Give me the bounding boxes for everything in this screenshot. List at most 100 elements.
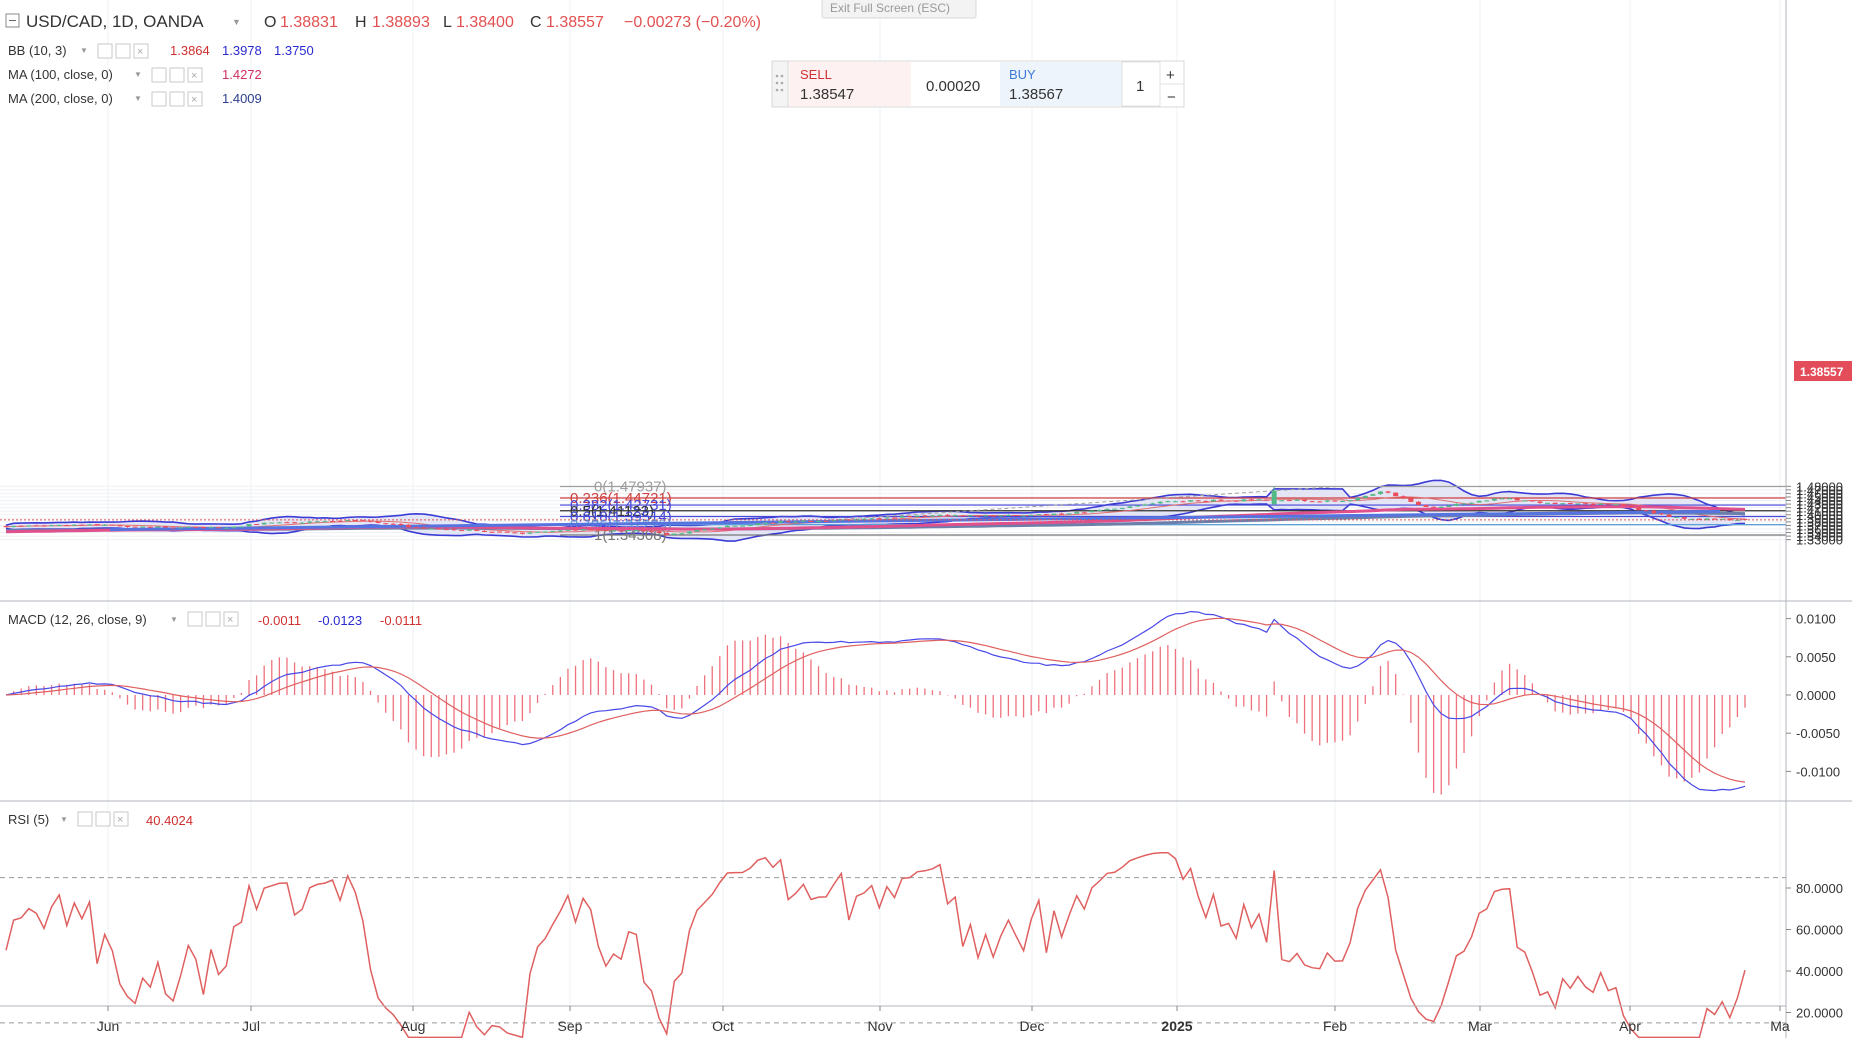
candle-body (1469, 502, 1475, 504)
price-axis[interactable]: 1.480001.470001.460001.450001.440001.430… (1786, 479, 1843, 548)
fibonacci-trend-line[interactable] (759, 486, 1339, 526)
candle-body (489, 531, 495, 533)
buy-button[interactable]: BUY 1.38567 (1000, 62, 1122, 106)
candle-body (428, 528, 434, 530)
candle (155, 525, 161, 528)
candle (1370, 493, 1376, 496)
candle (1385, 490, 1391, 494)
sell-button[interactable]: SELL 1.38547 (789, 62, 911, 106)
price-tick-label: 1.40000 (1796, 508, 1843, 523)
trend-line[interactable] (109, 509, 1721, 532)
candle-body (1370, 494, 1376, 496)
candle-body (269, 522, 275, 524)
indicator-remove-icon[interactable] (187, 91, 203, 107)
time-axis[interactable]: Jun Jul Aug Sep Oct Nov Dec 2025 Feb Mar Apr Ma (97, 1006, 1790, 1034)
candle-body (147, 526, 153, 528)
rsi-pane[interactable] (0, 851, 1786, 1038)
macd-visibility-icon[interactable] (187, 611, 203, 627)
price-pane[interactable]: 0(1.47937)0.236(1.44721)0.382(1.42731)0.… (0, 479, 1786, 545)
candle (1408, 497, 1414, 503)
candle-body (519, 532, 525, 534)
macd-settings-icon[interactable] (205, 611, 221, 627)
rsi-menu-icon[interactable]: ▼ (60, 815, 68, 824)
candle (26, 525, 32, 527)
candle-body (1681, 517, 1687, 519)
candlesticks (3, 486, 1748, 536)
candle-body (1620, 504, 1626, 506)
candle (330, 520, 336, 522)
candle-body (937, 514, 943, 516)
indicator-settings-icon[interactable] (169, 91, 185, 107)
candle (1317, 500, 1323, 503)
macd-remove-icon[interactable] (223, 611, 239, 627)
indicator-visibility-icon[interactable] (151, 67, 167, 83)
symbol-menu-icon[interactable]: ▼ (232, 17, 241, 27)
indicator-menu-icon[interactable]: ▼ (80, 46, 88, 55)
candle (1271, 486, 1277, 506)
indicator-title[interactable]: MA (100, close, 0) (8, 67, 113, 82)
symbol-title[interactable]: USD/CAD, 1D, OANDA (26, 12, 204, 31)
indicator-menu-icon[interactable]: ▼ (134, 94, 142, 103)
candle (747, 524, 753, 527)
indicator-visibility-icon[interactable] (151, 91, 167, 107)
candle-body (588, 529, 594, 531)
indicator-remove-icon[interactable] (187, 67, 203, 83)
indicator-settings-icon[interactable] (115, 43, 131, 59)
candle-body (573, 529, 579, 531)
candle (497, 531, 503, 533)
drag-handle-icon[interactable] (771, 60, 789, 108)
quantity-input[interactable] (1121, 61, 1161, 107)
indicator-remove-icon[interactable] (133, 43, 149, 59)
macd-axis[interactable]: 0.0100 0.0050 0.0000 -0.0050 -0.0100 (1786, 612, 1840, 780)
candle (1059, 512, 1065, 515)
quantity-decrease-button[interactable]: − (1167, 89, 1176, 106)
candle (375, 521, 381, 524)
candle-body (1127, 506, 1133, 508)
candle (960, 514, 966, 517)
candle-body (1013, 515, 1019, 517)
rsi-visibility-icon[interactable] (77, 811, 93, 827)
macd-menu-icon[interactable]: ▼ (170, 615, 178, 624)
candle (573, 528, 579, 531)
candle (109, 524, 115, 526)
candle-body (1423, 504, 1429, 507)
candle-body (922, 515, 928, 517)
rsi-title[interactable]: RSI (5) (8, 812, 49, 827)
candle-body (26, 525, 32, 527)
candle-body (535, 531, 541, 533)
trade-widget[interactable]: SELL 1.38547 0.00020 BUY 1.38567 1 + − (771, 60, 1185, 108)
candle (823, 520, 829, 522)
rsi-settings-controls[interactable]: × (77, 811, 129, 827)
indicator-title[interactable]: MA (200, close, 0) (8, 91, 113, 106)
macd-settings-controls[interactable]: × (187, 611, 239, 627)
macd-pane[interactable] (5, 610, 1746, 795)
indicator-visibility-icon[interactable] (97, 43, 113, 59)
candle-body (504, 531, 510, 533)
candle (1150, 502, 1156, 505)
candle-body (929, 515, 935, 517)
exit-fullscreen-hint[interactable]: Exit Full Screen (ESC) (821, 0, 977, 19)
candle-body (1036, 514, 1042, 516)
quantity-increase-button[interactable]: + (1166, 67, 1175, 84)
indicator-settings-icon[interactable] (169, 67, 185, 83)
candle-body (1021, 515, 1027, 517)
candle (1522, 500, 1528, 502)
candle-body (1059, 513, 1065, 515)
candle (261, 522, 267, 525)
sell-price: 1.38547 (800, 86, 854, 103)
indicator-title[interactable]: BB (10, 3) (8, 43, 67, 58)
candle-body (94, 524, 100, 526)
exit-fullscreen-label[interactable]: Exit Full Screen (ESC) (830, 1, 950, 15)
rsi-remove-icon[interactable] (113, 811, 129, 827)
rsi-axis[interactable]: 80.0000 60.0000 40.0000 20.0000 (1786, 881, 1843, 1021)
price-tick-label: 1.42000 (1796, 501, 1843, 516)
rsi-legend: RSI (5) ▼ × 40.4024 (8, 811, 193, 828)
candle (390, 523, 396, 525)
indicator-menu-icon[interactable]: ▼ (134, 70, 142, 79)
macd-title[interactable]: MACD (12, 26, close, 9) (8, 612, 147, 627)
candle (1264, 499, 1270, 501)
candle (147, 526, 153, 528)
rsi-settings-icon[interactable] (95, 811, 111, 827)
candle-body (542, 531, 548, 533)
